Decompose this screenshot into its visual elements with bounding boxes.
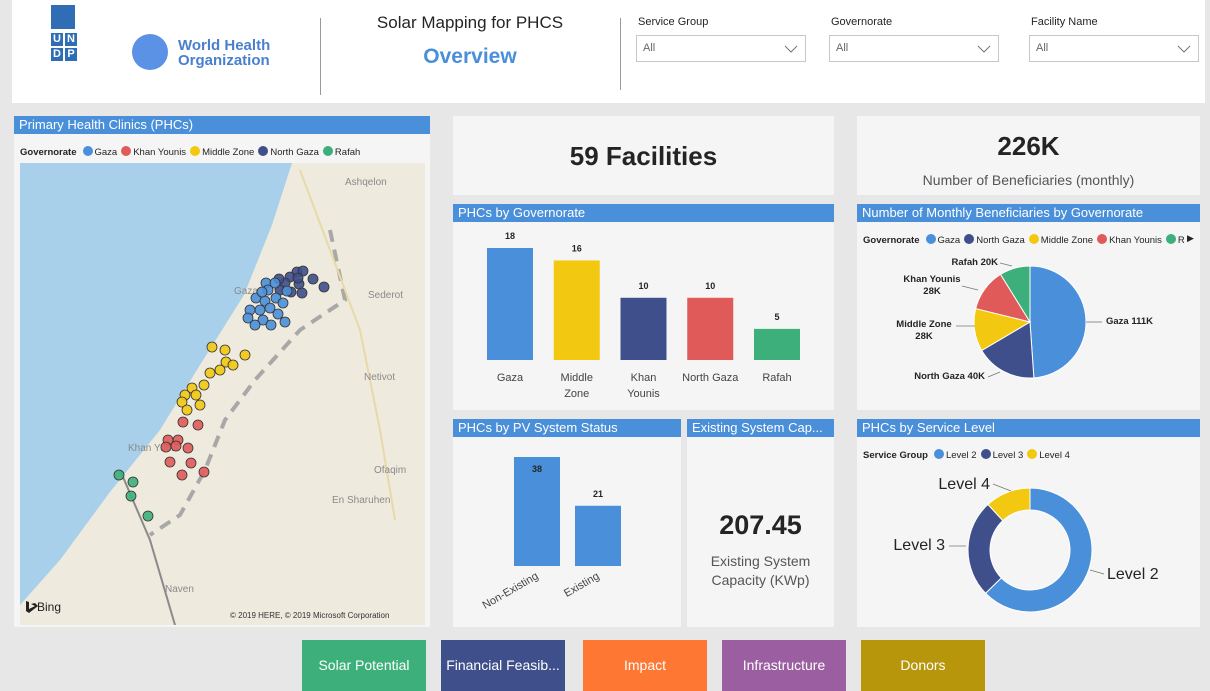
x-tick-label: Rafah [748, 370, 806, 386]
x-tick-label: Middle Zone [548, 370, 606, 402]
x-tick-label: Non-Existing [480, 570, 540, 612]
facility-marker [297, 288, 307, 298]
nav-button[interactable]: Donors [861, 640, 985, 691]
map-place-label: Ashqelon [345, 177, 387, 188]
facility-marker [273, 309, 283, 319]
facility-marker [178, 417, 188, 427]
chart-layer: Ashqelon Sederot Netivot Ofaqim En Sharuhen N… [0, 0, 1210, 691]
facility-marker [308, 274, 318, 284]
slice-label: Level 2 [1107, 566, 1159, 583]
facility-marker [207, 342, 217, 352]
donut-slice [968, 504, 1003, 593]
leader-line [1090, 570, 1104, 574]
facility-marker [183, 443, 193, 453]
leader-line [962, 286, 978, 290]
bar [687, 298, 733, 360]
facility-marker [177, 470, 187, 480]
map-provider: Bing [37, 600, 61, 614]
facility-marker [199, 467, 209, 477]
data-label: Middle Zone 28K [892, 319, 956, 343]
map-place-label: Sederot [368, 290, 403, 301]
leader-line [1000, 263, 1012, 266]
facility-marker [257, 287, 267, 297]
map-place-label: En Sharuhen [332, 495, 390, 506]
bar [754, 329, 800, 360]
x-tick-label: Gaza [481, 370, 539, 386]
data-label: 38 [532, 464, 542, 474]
facility-marker [266, 320, 276, 330]
data-label: North Gaza 40K [900, 371, 985, 383]
facility-marker [220, 345, 230, 355]
x-tick-label: North Gaza [681, 370, 739, 386]
slice-label: Level 3 [893, 537, 945, 554]
facility-marker [319, 282, 329, 292]
dropdown-chevron [785, 46, 797, 52]
facility-marker [280, 317, 290, 327]
facility-marker [199, 380, 209, 390]
nav-button[interactable]: Financial Feasib... [441, 640, 565, 691]
data-label: 16 [572, 243, 582, 253]
facility-marker [161, 442, 171, 452]
data-label: 18 [505, 231, 515, 241]
map-attribution: © 2019 HERE, © 2019 Microsoft Corporatio… [230, 611, 389, 620]
pie-slice [1030, 266, 1086, 378]
facility-marker [293, 273, 303, 283]
data-label: Gaza 111K [1106, 316, 1176, 328]
nav-button[interactable]: Infrastructure [722, 640, 846, 691]
leader-line [993, 484, 1011, 491]
facility-marker [171, 441, 181, 451]
x-tick-label: Existing [562, 570, 601, 600]
data-label: Khan Younis 28K [900, 274, 964, 298]
facility-marker [182, 405, 192, 415]
dropdown-chevron [1178, 46, 1190, 52]
facility-marker [195, 400, 205, 410]
map: Ashqelon Sederot Netivot Ofaqim En Sharuhen N… [20, 163, 425, 625]
map-place-label: Netivot [364, 372, 395, 383]
dashboard: UNDP World Health Organization Solar Map… [0, 0, 1210, 691]
facility-marker [186, 458, 196, 468]
facility-marker [165, 457, 175, 467]
facility-marker [255, 305, 265, 315]
map-place-label: Naven [165, 584, 194, 595]
map-place-label: Ofaqim [374, 465, 406, 476]
nav-button[interactable]: Solar Potential [302, 640, 426, 691]
facility-marker [240, 350, 250, 360]
data-label: Rafah 20K [930, 257, 998, 269]
nav-button[interactable]: Impact [583, 640, 707, 691]
facility-marker [191, 390, 201, 400]
facility-marker [143, 511, 153, 521]
data-label: 21 [593, 489, 603, 499]
facility-marker [215, 365, 225, 375]
leader-line [988, 372, 1000, 377]
facility-marker [205, 368, 215, 378]
facility-marker [193, 420, 203, 430]
slice-label: Level 4 [938, 476, 990, 493]
bar [554, 260, 600, 360]
data-label: 10 [638, 281, 648, 291]
bar [487, 248, 533, 360]
bar [575, 506, 621, 566]
facility-marker [228, 360, 238, 370]
bar [621, 298, 667, 360]
facility-marker [278, 298, 288, 308]
data-label: 5 [774, 312, 779, 322]
facility-marker [126, 491, 136, 501]
dropdown-chevron [978, 46, 990, 52]
facility-marker [243, 313, 253, 323]
data-label: 10 [705, 281, 715, 291]
facility-marker [114, 470, 124, 480]
facility-marker [282, 286, 292, 296]
x-tick-label: Khan Younis [615, 370, 673, 402]
facility-marker [128, 477, 138, 487]
